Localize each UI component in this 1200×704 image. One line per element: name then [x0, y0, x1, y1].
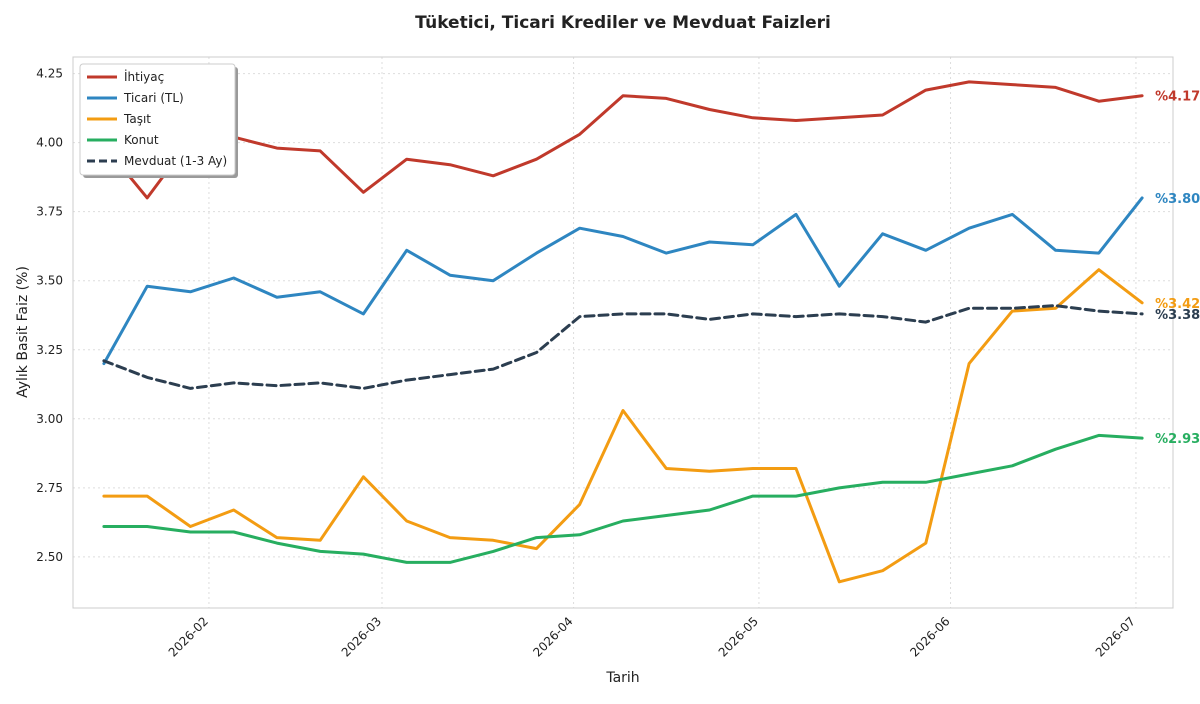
- y-tick-label: 3.75: [36, 205, 63, 219]
- legend-label: İhtiyaç: [124, 69, 164, 84]
- x-axis-label: Tarih: [605, 670, 639, 686]
- x-tick-label: 2026-03: [339, 614, 384, 659]
- end-value-label: %2.93: [1155, 432, 1200, 447]
- series-line-konut: [102, 433, 1144, 564]
- legend-label: Mevduat (1-3 Ay): [124, 154, 227, 168]
- series-line-i-htiya: [102, 80, 1144, 200]
- y-tick-label: 2.50: [36, 550, 63, 564]
- plot-frame: [72, 56, 1174, 609]
- series-line-ta-t: [102, 268, 1144, 584]
- y-tick-label: 3.00: [36, 412, 63, 426]
- x-tick-label: 2026-05: [716, 614, 761, 659]
- x-tick-label: 2026-02: [166, 614, 211, 659]
- x-tick-label: 2026-06: [907, 614, 952, 659]
- series-layer: [102, 80, 1144, 584]
- y-tick-label: 4.25: [36, 67, 63, 81]
- series-line-ticari-tl: [102, 196, 1144, 366]
- legend-items: İhtiyaç Ticari (TL) Taşıt Konut Mevduat (1-3…: [87, 69, 227, 168]
- y-tick-label: 2.75: [36, 481, 63, 495]
- chart-title: Tüketici, Ticari Krediler ve Mevduat Fai…: [415, 13, 831, 33]
- end-value-label: %3.42: [1155, 297, 1200, 312]
- end-value-label: %3.80: [1155, 192, 1200, 207]
- end-labels: %4.17 %3.80 %3.42 %2.93 %3.38: [1155, 90, 1200, 447]
- legend: İhtiyaç Ticari (TL) Taşıt Konut Mevduat (1-3…: [79, 63, 238, 178]
- y-tick-label: 3.25: [36, 343, 63, 357]
- end-value-label: %4.17: [1155, 90, 1200, 105]
- end-value-label: %3.38: [1155, 308, 1200, 323]
- legend-label: Ticari (TL): [123, 91, 184, 105]
- series-line-mevduat-1-3-ay: [102, 304, 1144, 390]
- x-axis-ticks: 2026-02 2026-03 2026-04 2026-05 2026-06 2026-…: [166, 614, 1138, 659]
- y-tick-label: 4.00: [36, 136, 63, 150]
- x-tick-label: 2026-04: [530, 614, 575, 659]
- x-tick-label: 2026-07: [1093, 614, 1138, 659]
- legend-label: Konut: [124, 133, 159, 147]
- legend-box: [79, 63, 236, 176]
- y-tick-label: 3.50: [36, 274, 63, 288]
- y-axis-ticks: 2.50 2.75 3.00 3.25 3.50 3.75 4.00 4.25: [36, 67, 63, 564]
- legend-label: Taşıt: [123, 112, 151, 126]
- y-axis-label: Aylık Basit Faiz (%): [15, 266, 31, 398]
